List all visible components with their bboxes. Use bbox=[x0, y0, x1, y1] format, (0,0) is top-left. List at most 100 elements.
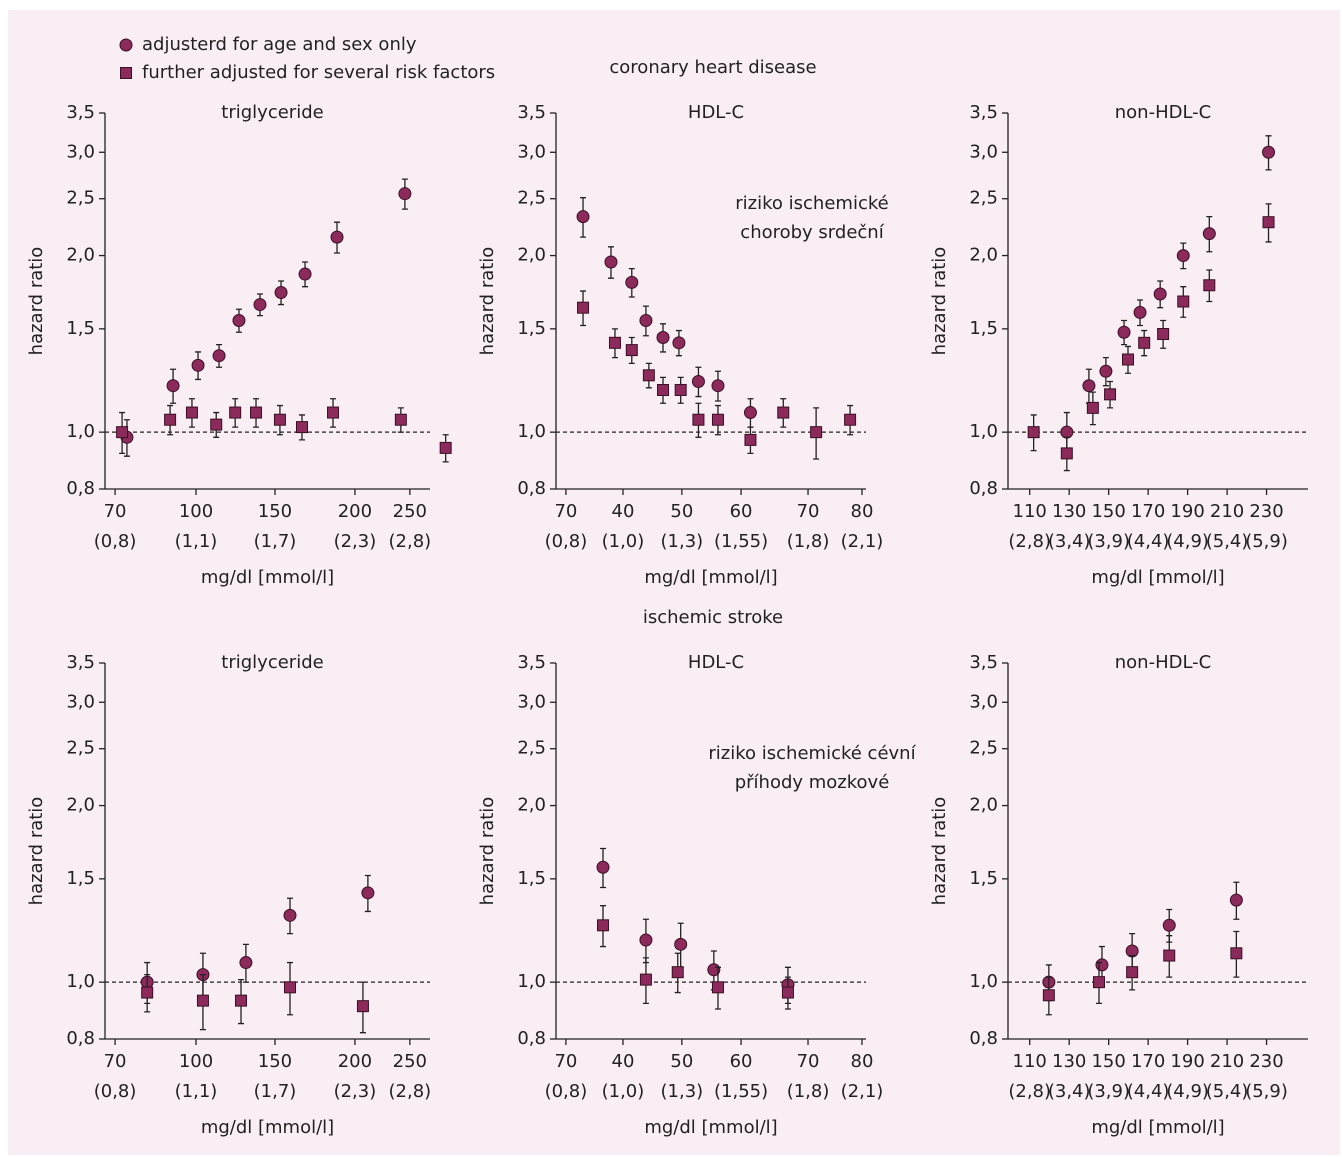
y-tick-label: 1,5 bbox=[969, 318, 998, 339]
x-tick-label: 190 (4,9) bbox=[1166, 1051, 1209, 1102]
x-tick-label: 150 (3,9) bbox=[1087, 501, 1130, 552]
y-tick-label: 1,0 bbox=[969, 971, 998, 992]
x-tick-label: 200 (2,3) bbox=[334, 1051, 377, 1102]
y-tick-label: 2,0 bbox=[66, 245, 95, 266]
y-axis-label: hazard ratio bbox=[477, 247, 498, 356]
y-tick-label: 0,8 bbox=[969, 478, 998, 499]
y-tick-label: 1,0 bbox=[969, 421, 998, 442]
x-axis-label: mg/dl [mmol/l] bbox=[1091, 1117, 1224, 1138]
x-tick-label: 150 (1,7) bbox=[254, 501, 297, 552]
x-tick-label: 190 (4,9) bbox=[1166, 501, 1209, 552]
y-tick-label: 1,5 bbox=[969, 868, 998, 889]
point bbox=[691, 374, 705, 388]
point bbox=[284, 981, 297, 994]
point bbox=[596, 919, 609, 932]
y-tick-label: 3,5 bbox=[969, 652, 998, 673]
point bbox=[1138, 336, 1151, 349]
y-tick-label: 2,0 bbox=[969, 245, 998, 266]
x-tick-label: 170 (4,4) bbox=[1127, 1051, 1170, 1102]
y-tick-label: 2,5 bbox=[66, 738, 95, 759]
point bbox=[692, 413, 705, 426]
point bbox=[1153, 287, 1167, 301]
y-tick-label: 3,5 bbox=[517, 652, 546, 673]
point bbox=[1099, 364, 1113, 378]
point bbox=[1060, 425, 1074, 439]
legend-label: adjusterd for age and sex only bbox=[142, 34, 417, 55]
y-tick-label: 1,0 bbox=[66, 971, 95, 992]
x-tick-label: 80 (2,1) bbox=[841, 1051, 884, 1102]
point bbox=[672, 336, 686, 350]
point bbox=[711, 981, 724, 994]
panel-title: non-HDL-C bbox=[1115, 652, 1212, 673]
point bbox=[191, 358, 205, 372]
point bbox=[642, 369, 655, 382]
y-tick-label: 0,8 bbox=[66, 1028, 95, 1049]
x-tick-label: 70 (0,8) bbox=[94, 1051, 137, 1102]
point bbox=[810, 426, 823, 439]
point bbox=[295, 421, 308, 434]
y-tick-label: 1,0 bbox=[517, 971, 546, 992]
point bbox=[1163, 949, 1176, 962]
x-tick-label: 250 (2,8) bbox=[389, 1051, 432, 1102]
point bbox=[1176, 249, 1190, 263]
y-tick-label: 0,8 bbox=[517, 1028, 546, 1049]
point bbox=[141, 986, 154, 999]
x-tick-label: 250 (2,8) bbox=[389, 501, 432, 552]
point bbox=[327, 406, 340, 419]
y-tick-label: 3,0 bbox=[969, 141, 998, 162]
point bbox=[1133, 305, 1147, 319]
y-tick-label: 1,5 bbox=[517, 318, 546, 339]
x-tick-label: 230 (5,9) bbox=[1245, 1051, 1288, 1102]
x-tick-label: 100 (1,1) bbox=[175, 501, 218, 552]
y-tick-label: 3,5 bbox=[517, 102, 546, 123]
point bbox=[596, 860, 610, 874]
y-tick-label: 3,5 bbox=[66, 652, 95, 673]
panel-title: triglyceride bbox=[221, 652, 323, 673]
y-tick-label: 1,5 bbox=[66, 868, 95, 889]
y-tick-label: 3,0 bbox=[66, 691, 95, 712]
point bbox=[625, 344, 638, 357]
x-tick-label: 210 (5,4) bbox=[1206, 501, 1249, 552]
point bbox=[1157, 328, 1170, 341]
point bbox=[604, 255, 618, 269]
point bbox=[1126, 966, 1139, 979]
y-axis-label: hazard ratio bbox=[477, 797, 498, 906]
y-tick-label: 1,0 bbox=[66, 421, 95, 442]
x-tick-label: 80 (2,1) bbox=[841, 501, 884, 552]
y-tick-label: 1,5 bbox=[517, 868, 546, 889]
x-tick-label: 60 (1,55) bbox=[714, 1051, 768, 1102]
annotation: příhody mozkové bbox=[735, 772, 890, 793]
x-axis-label: mg/dl [mmol/l] bbox=[201, 1117, 334, 1138]
point bbox=[232, 314, 246, 328]
point bbox=[394, 413, 407, 426]
point bbox=[1177, 295, 1190, 308]
point bbox=[1092, 976, 1105, 989]
x-tick-label: 110 (2,8) bbox=[1008, 1051, 1051, 1102]
point bbox=[744, 433, 757, 446]
point bbox=[781, 986, 794, 999]
x-axis-label: mg/dl [mmol/l] bbox=[644, 1117, 777, 1138]
y-axis-label: hazard ratio bbox=[26, 797, 47, 906]
x-tick-label: 100 (1,1) bbox=[175, 1051, 218, 1102]
y-tick-label: 2,5 bbox=[969, 188, 998, 209]
y-tick-label: 3,0 bbox=[517, 691, 546, 712]
y-tick-label: 1,0 bbox=[517, 421, 546, 442]
legend-marker bbox=[120, 67, 132, 79]
point bbox=[625, 275, 639, 289]
x-tick-label: 170 (4,4) bbox=[1127, 501, 1170, 552]
x-tick-label: 40 (1,0) bbox=[602, 501, 645, 552]
y-tick-label: 2,0 bbox=[517, 245, 546, 266]
point bbox=[639, 314, 653, 328]
panel-title: HDL-C bbox=[688, 102, 744, 123]
point bbox=[1086, 401, 1099, 414]
x-tick-label: 200 (2,3) bbox=[334, 501, 377, 552]
y-tick-label: 2,0 bbox=[66, 795, 95, 816]
y-tick-label: 2,5 bbox=[66, 188, 95, 209]
x-tick-label: 50 (1,3) bbox=[661, 1051, 704, 1102]
point bbox=[283, 908, 297, 922]
x-tick-label: 150 (3,9) bbox=[1087, 1051, 1130, 1102]
point bbox=[1203, 279, 1216, 292]
point bbox=[212, 349, 226, 363]
point bbox=[166, 379, 180, 393]
section-title: ischemic stroke bbox=[643, 607, 783, 628]
